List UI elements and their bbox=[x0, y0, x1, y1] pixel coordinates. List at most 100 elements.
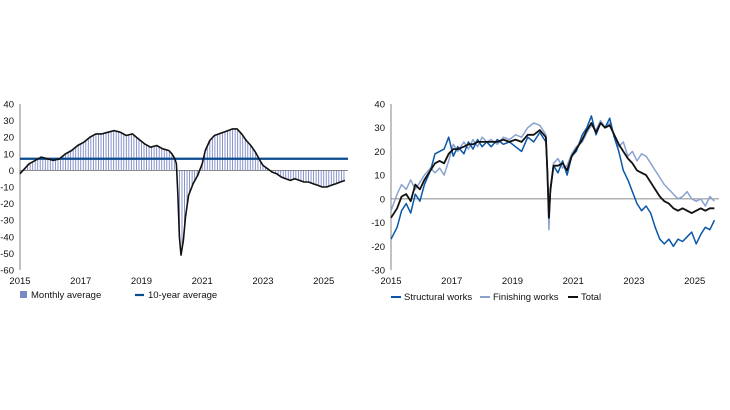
monthly-bar bbox=[184, 170, 185, 228]
monthly-bar bbox=[318, 170, 320, 186]
monthly-bar bbox=[65, 153, 67, 171]
monthly-bar bbox=[92, 135, 94, 171]
monthly-bar bbox=[62, 155, 64, 171]
monthly-bar bbox=[219, 133, 221, 171]
monthly-bar bbox=[108, 132, 110, 171]
monthly-bar bbox=[275, 170, 277, 174]
monthly-bar bbox=[335, 170, 337, 184]
monthly-bar bbox=[239, 132, 241, 171]
monthly-bar bbox=[257, 156, 259, 171]
y-tick-label: -20 bbox=[0, 199, 14, 210]
y-tick-label: 10 bbox=[3, 149, 14, 160]
monthly-bar bbox=[249, 144, 251, 171]
monthly-bar bbox=[141, 141, 142, 171]
total-line bbox=[390, 122, 715, 219]
monthly-bar bbox=[125, 135, 127, 171]
monthly-bar bbox=[42, 157, 44, 171]
monthly-bar bbox=[171, 153, 173, 171]
monthly-bar bbox=[315, 170, 317, 185]
monthly-bar bbox=[49, 159, 51, 171]
monthly-bar bbox=[166, 149, 168, 171]
monthly-bar bbox=[39, 157, 41, 171]
monthly-bar bbox=[138, 139, 140, 171]
monthly-bar bbox=[60, 157, 61, 171]
monthly-bar bbox=[178, 170, 180, 237]
left-x-tick-labels: 2015 2017 2019 2021 2023 2025 bbox=[9, 276, 334, 287]
monthly-bar bbox=[310, 170, 312, 183]
x-tick-label: 2025 bbox=[313, 276, 334, 287]
monthly-bar bbox=[80, 143, 82, 171]
y-tick-label: 30 bbox=[3, 116, 14, 127]
monthly-bar bbox=[115, 131, 117, 171]
y-tick-label: -50 bbox=[0, 249, 14, 260]
monthly-bar bbox=[70, 151, 72, 171]
right-axes bbox=[390, 104, 719, 270]
finishing-works-line bbox=[390, 119, 715, 231]
monthly-bar bbox=[333, 170, 335, 185]
monthly-bar bbox=[95, 133, 97, 171]
monthly-bar bbox=[133, 135, 135, 171]
monthly-bar bbox=[120, 132, 122, 171]
monthly-bar bbox=[242, 135, 244, 171]
monthly-bar bbox=[325, 170, 327, 187]
monthly-bar bbox=[328, 170, 330, 187]
monthly-bar bbox=[105, 132, 107, 171]
monthly-bar bbox=[52, 160, 54, 171]
y-tick-label: 30 bbox=[374, 123, 385, 134]
monthly-bar bbox=[305, 170, 307, 183]
monthly-bar bbox=[313, 170, 315, 184]
left-y-tick-labels: 40 30 20 10 0 -10 -20 -30 -40 -50 -60 bbox=[0, 100, 14, 277]
y-tick-label: 40 bbox=[3, 100, 14, 111]
x-tick-label: 2023 bbox=[623, 276, 644, 287]
y-tick-label: -20 bbox=[371, 242, 385, 253]
left-legend-monthly-swatch bbox=[20, 291, 27, 298]
right-x-tick-labels: 2015 2017 2019 2021 2023 2025 bbox=[380, 276, 705, 287]
monthly-bar bbox=[323, 170, 325, 187]
y-tick-label: 0 bbox=[9, 166, 14, 177]
y-tick-label: 40 bbox=[374, 100, 385, 111]
monthly-bar bbox=[338, 170, 340, 183]
right-y-tick-labels: 40 30 20 10 0 -10 -20 -30 bbox=[371, 100, 385, 277]
monthly-bar bbox=[295, 170, 297, 180]
monthly-bar bbox=[67, 152, 69, 171]
monthly-bar bbox=[209, 140, 211, 171]
x-tick-label: 2017 bbox=[70, 276, 91, 287]
monthly-bar bbox=[280, 170, 282, 177]
x-tick-label: 2015 bbox=[380, 276, 401, 287]
monthly-bar bbox=[232, 128, 234, 171]
x-tick-label: 2017 bbox=[441, 276, 462, 287]
monthly-bar bbox=[173, 157, 175, 171]
monthly-bar bbox=[196, 170, 198, 177]
x-tick-label: 2021 bbox=[563, 276, 584, 287]
monthly-bar bbox=[259, 161, 261, 171]
right-series-lines bbox=[390, 115, 716, 248]
monthly-bar bbox=[297, 170, 299, 180]
right-legend: Structural works Finishing works Total bbox=[391, 292, 601, 303]
monthly-bar bbox=[290, 170, 292, 181]
monthly-bar bbox=[194, 170, 196, 181]
monthly-bar bbox=[287, 170, 289, 180]
right-legend-structural-label: Structural works bbox=[404, 292, 472, 303]
monthly-bar bbox=[272, 170, 274, 173]
monthly-bar bbox=[103, 133, 104, 171]
monthly-bar bbox=[237, 129, 239, 171]
monthly-bar bbox=[300, 170, 302, 181]
monthly-bar bbox=[222, 132, 223, 171]
y-tick-label: 20 bbox=[3, 133, 14, 144]
monthly-bar bbox=[32, 161, 34, 171]
y-tick-label: -60 bbox=[0, 266, 14, 277]
monthly-bar bbox=[292, 170, 294, 180]
monthly-bar bbox=[110, 131, 112, 171]
monthly-bar bbox=[37, 159, 39, 171]
y-tick-label: -10 bbox=[371, 218, 385, 229]
monthly-bar bbox=[118, 131, 120, 171]
y-tick-label: -40 bbox=[0, 232, 14, 243]
monthly-bar bbox=[262, 165, 264, 171]
monthly-bar bbox=[27, 165, 29, 171]
monthly-bar bbox=[216, 134, 218, 171]
monthly-bar bbox=[146, 144, 147, 171]
monthly-bar bbox=[186, 170, 188, 207]
monthly-bar bbox=[285, 170, 287, 179]
monthly-bar bbox=[201, 163, 203, 171]
